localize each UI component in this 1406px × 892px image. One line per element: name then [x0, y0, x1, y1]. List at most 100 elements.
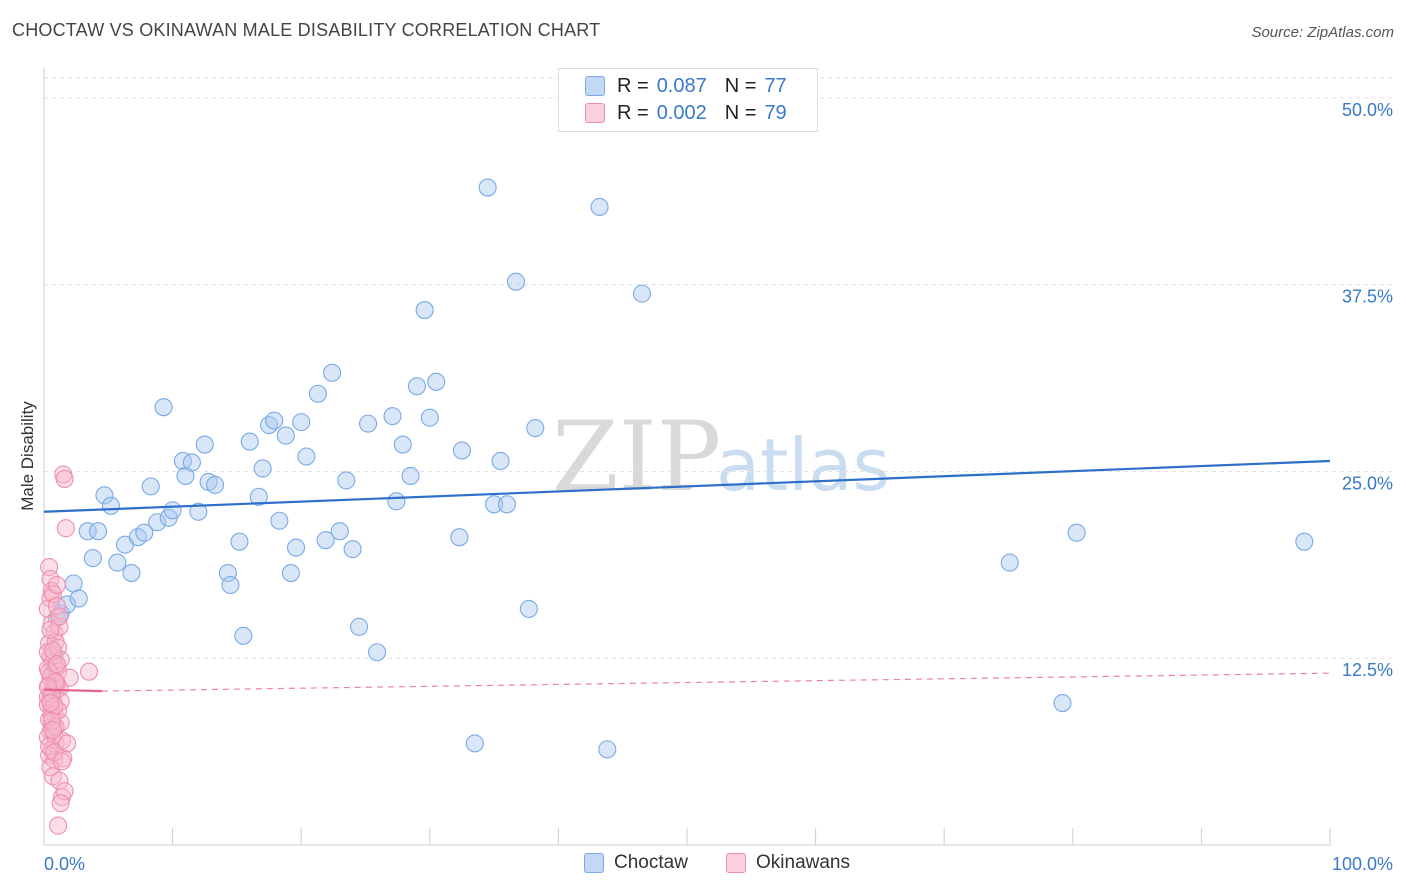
- choctaw-point: [163, 501, 182, 520]
- choctaw-point: [1053, 693, 1072, 713]
- legend-n-value: 79: [764, 101, 787, 124]
- correlation-legend: R = 0.087 N = 77 R = 0.002 N = 79: [558, 68, 818, 132]
- gridlines: [44, 77, 1392, 659]
- legend-swatch-okinawans: [585, 103, 605, 123]
- choctaw-point: [632, 284, 652, 303]
- choctaw-point: [497, 495, 517, 514]
- choctaw-point: [368, 643, 387, 662]
- y-tick-label: 50.0%: [1342, 100, 1393, 120]
- choctaw-point: [359, 414, 378, 433]
- choctaw-point: [1295, 532, 1314, 551]
- choctaw-point: [270, 511, 289, 530]
- y-tick-label: 25.0%: [1342, 473, 1393, 493]
- series-label-choctaw: Choctaw: [614, 852, 688, 873]
- choctaw-point: [83, 549, 102, 568]
- axes: [43, 68, 1331, 846]
- series-swatch-choctaw: [584, 853, 604, 873]
- choctaw-point: [526, 419, 545, 438]
- choctaw-point: [265, 411, 284, 430]
- choctaw-point: [387, 492, 406, 511]
- okinawans-trend-extension: [101, 672, 1331, 692]
- legend-n-label: N =: [724, 101, 757, 124]
- okinawans-point: [47, 655, 66, 674]
- choctaw-point: [350, 617, 369, 636]
- tick-labels: 12.5% 25.0% 37.5% 50.0% 0.0% 100.0%: [44, 100, 1393, 874]
- choctaw-point: [281, 563, 300, 583]
- choctaw-point: [218, 563, 237, 583]
- choctaw-point: [230, 532, 249, 551]
- y-tick-label: 12.5%: [1342, 660, 1393, 680]
- source-label: Source: ZipAtlas.com: [1251, 24, 1394, 41]
- okinawans-point: [42, 711, 61, 731]
- choctaw-point: [253, 459, 272, 478]
- choctaw-point: [122, 563, 141, 583]
- choctaw-point: [69, 589, 88, 608]
- choctaw-point: [415, 301, 434, 320]
- choctaw-point: [393, 435, 412, 454]
- choctaw-point: [478, 178, 497, 197]
- okinawans-point: [55, 469, 74, 488]
- choctaw-point: [590, 197, 609, 217]
- choctaw-point: [407, 377, 426, 396]
- okinawans-point: [54, 749, 73, 768]
- choctaw-point: [78, 522, 97, 541]
- legend-row-choctaw: R = 0.087 N = 77: [585, 74, 791, 98]
- choctaw-point: [88, 522, 108, 541]
- x-tick-label-max: 100.0%: [1332, 854, 1393, 874]
- choctaw-point: [182, 453, 201, 472]
- legend-n-value: 77: [764, 74, 787, 97]
- x-tick-label-min: 0.0%: [44, 854, 85, 874]
- choctaw-trend-line: [43, 459, 1331, 513]
- okinawans-point: [49, 816, 68, 835]
- okinawans-point: [43, 641, 63, 660]
- watermark: ZIP atlas: [552, 401, 890, 513]
- choctaw-point: [316, 531, 335, 550]
- chart-title: CHOCTAW VS OKINAWAN MALE DISABILITY CORR…: [12, 20, 601, 40]
- trend-lines: [43, 459, 1331, 693]
- choctaw-point: [519, 599, 538, 618]
- okinawans-point: [55, 782, 74, 801]
- choctaw-point: [101, 496, 120, 515]
- choctaw-point: [297, 447, 316, 466]
- legend-r-label: R =: [617, 74, 649, 97]
- watermark-atlas: atlas: [716, 423, 890, 507]
- data-points: [38, 178, 1314, 835]
- choctaw-point: [452, 441, 472, 460]
- okinawans-point: [47, 596, 66, 615]
- series-legend: Choctaw Okinawans: [0, 852, 1406, 878]
- choctaw-point: [234, 626, 253, 645]
- choctaw-point: [450, 528, 469, 547]
- y-tick-label: 37.5%: [1342, 287, 1393, 307]
- okinawans-point: [79, 662, 99, 681]
- legend-r-value: 0.002: [656, 101, 707, 124]
- choctaw-point: [383, 407, 402, 426]
- choctaw-point: [108, 553, 127, 572]
- choctaw-point: [420, 408, 439, 427]
- series-legend-choctaw: Choctaw: [584, 852, 688, 874]
- choctaw-point: [337, 471, 356, 490]
- choctaw-point: [154, 398, 173, 417]
- choctaw-point: [465, 734, 484, 753]
- choctaw-point: [189, 502, 208, 521]
- okinawans-point: [47, 575, 66, 595]
- choctaw-point: [1000, 553, 1019, 572]
- choctaw-point: [141, 477, 160, 496]
- choctaw-point: [173, 451, 192, 471]
- choctaw-point: [485, 495, 504, 514]
- choctaw-point: [195, 435, 214, 454]
- okinawans-point: [51, 794, 70, 813]
- legend-swatch-choctaw: [585, 76, 605, 96]
- okinawans-point: [50, 607, 69, 626]
- okinawans-point: [40, 662, 59, 681]
- choctaw-point: [249, 487, 268, 506]
- watermark-zip: ZIP: [552, 401, 721, 513]
- choctaw-point: [287, 538, 306, 557]
- okinawans-trend-line: [43, 688, 102, 693]
- series-swatch-okinawans: [726, 853, 746, 873]
- choctaw-point: [308, 384, 327, 403]
- legend-r-value: 0.087: [656, 74, 707, 97]
- choctaw-point: [401, 466, 420, 485]
- okinawans-point: [56, 519, 75, 538]
- choctaw-point: [95, 486, 114, 505]
